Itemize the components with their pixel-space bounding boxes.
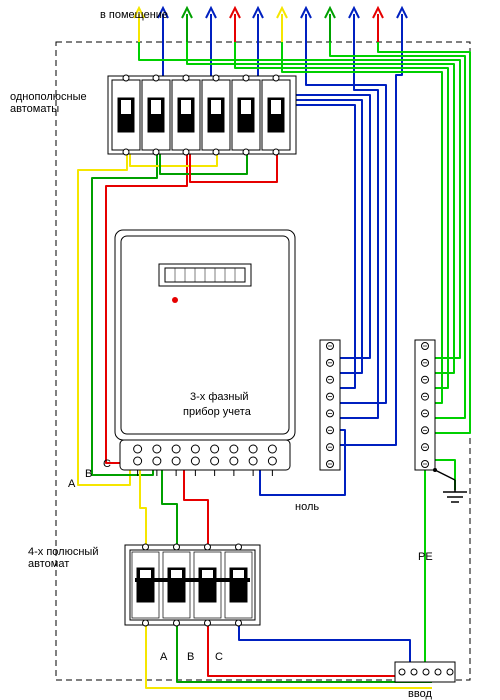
label-C_bot: C xyxy=(215,651,223,663)
label-C_top: C xyxy=(103,458,111,470)
label-PE: PE xyxy=(418,551,433,563)
wiring-diagram: в помещение однополюсныеавтоматы 3-х фазны… xyxy=(0,0,500,700)
label-B_bot: B xyxy=(187,651,194,663)
label-to_room: в помещение xyxy=(100,9,168,21)
label-breaker4: автомат xyxy=(28,558,69,570)
label-breakers1: автоматы xyxy=(10,103,59,115)
label-input: ввод xyxy=(408,688,432,700)
label-breaker4: 4-х полюсный xyxy=(28,546,98,558)
label-null: ноль xyxy=(295,501,319,513)
label-B_top: B xyxy=(85,468,92,480)
label-meter1: 3-х фазный xyxy=(190,391,249,403)
label-A_bot: A xyxy=(160,651,168,663)
label-meter2: прибор учета xyxy=(183,406,252,418)
label-breakers1: однополюсные xyxy=(10,91,87,103)
label-A_top: A xyxy=(68,478,76,490)
